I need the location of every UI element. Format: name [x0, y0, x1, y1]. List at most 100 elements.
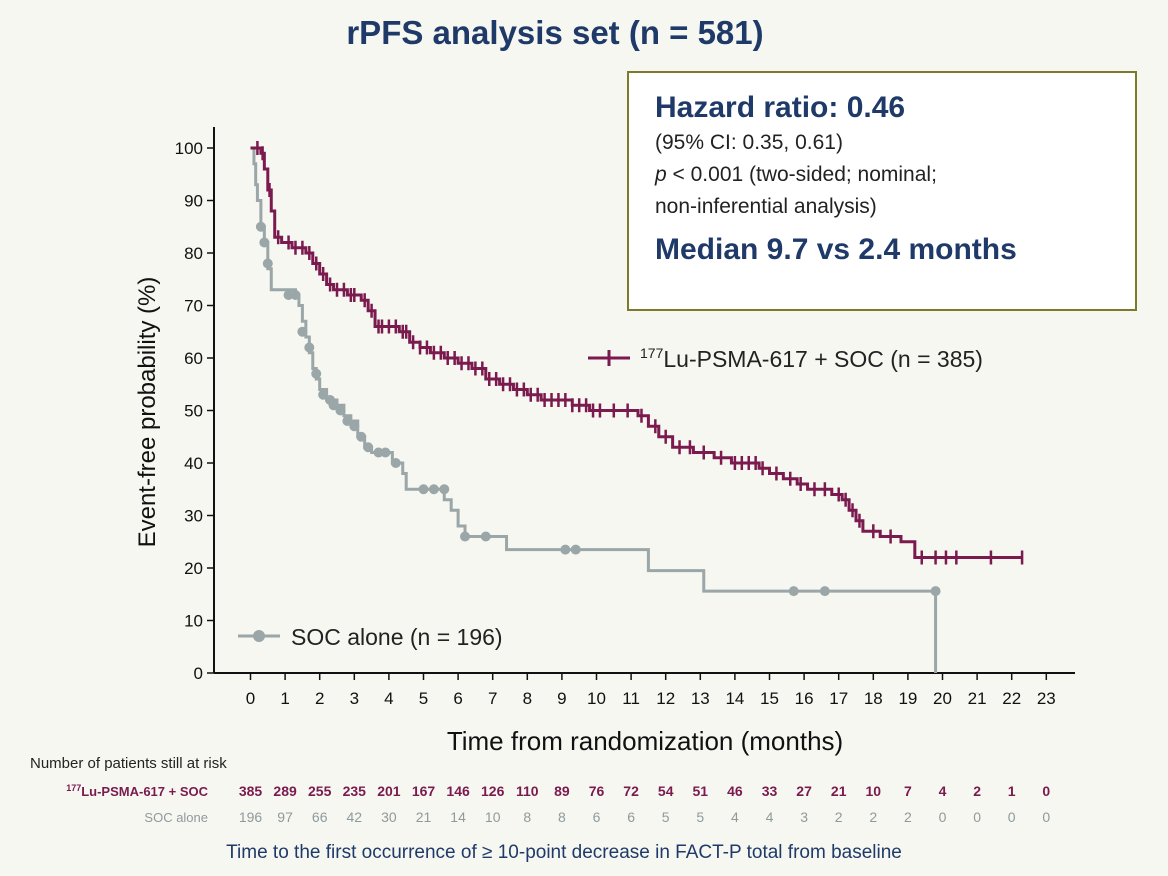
soc-censor-mark — [373, 447, 384, 458]
soc-censor-mark — [570, 544, 581, 555]
soc-censor-mark — [356, 431, 367, 442]
risk-value-lu: 46 — [727, 783, 743, 799]
soc-censor-mark — [480, 531, 491, 542]
risk-value-soc: 42 — [347, 809, 363, 825]
x-tick-label: 8 — [523, 689, 532, 708]
risk-value-lu: 110 — [516, 783, 539, 799]
x-tick-label: 11 — [622, 689, 640, 708]
soc-censor-mark — [335, 405, 346, 416]
risk-value-soc: 0 — [973, 809, 981, 825]
x-tick-label: 16 — [795, 689, 814, 708]
y-tick-label: 100 — [175, 139, 203, 158]
risk-value-lu: 167 — [412, 783, 436, 799]
footer-note: Time to the first occurrence of ≥ 10-poi… — [226, 842, 902, 863]
risk-value-lu: 126 — [481, 783, 505, 799]
confidence-interval-text: (95% CI: 0.35, 0.61) — [655, 131, 843, 154]
soc-censor-mark — [363, 442, 374, 453]
risk-value-soc: 0 — [1042, 809, 1050, 825]
y-tick-label: 90 — [184, 192, 203, 211]
y-tick-label: 10 — [184, 612, 203, 631]
y-tick-label: 30 — [184, 507, 203, 526]
risk-value-soc: 6 — [593, 809, 601, 825]
soc-censor-mark — [297, 326, 308, 337]
soc-legend-label: SOC alone (n = 196) — [291, 624, 503, 650]
risk-value-lu: 1 — [1008, 783, 1016, 799]
risk-table-heading: Number of patients still at risk — [30, 755, 227, 772]
risk-value-soc: 8 — [558, 809, 566, 825]
x-tick-label: 15 — [760, 689, 779, 708]
risk-value-soc: 6 — [627, 809, 635, 825]
soc-censor-mark — [290, 290, 301, 300]
soc-legend-marker — [253, 630, 265, 642]
p-symbol: p — [655, 163, 667, 186]
x-tick-label: 9 — [557, 689, 566, 708]
risk-row-label-text: Lu-PSMA-617 + SOC — [81, 784, 208, 799]
risk-value-soc: 14 — [450, 809, 466, 825]
lu-legend-superscript: 177 — [640, 345, 664, 361]
risk-value-soc: 3 — [800, 809, 808, 825]
soc-censor-mark — [328, 400, 339, 411]
soc-censor-mark — [318, 389, 329, 400]
soc-censor-mark — [819, 586, 830, 597]
x-tick-label: 5 — [419, 689, 428, 708]
risk-value-soc: 5 — [662, 809, 670, 825]
risk-value-lu: 54 — [658, 783, 674, 799]
risk-value-lu: 146 — [446, 783, 470, 799]
x-tick-label: 17 — [829, 689, 848, 708]
risk-value-lu: 255 — [308, 783, 332, 799]
soc-censor-mark — [311, 368, 322, 379]
soc-censor-mark — [788, 586, 799, 597]
risk-value-lu: 76 — [589, 783, 605, 799]
y-tick-label: 50 — [184, 402, 203, 421]
y-tick-label: 80 — [184, 244, 203, 263]
risk-value-soc: 196 — [239, 809, 263, 825]
x-tick-label: 1 — [280, 689, 289, 708]
soc-censor-mark — [255, 221, 266, 232]
risk-row-label-soc: SOC alone — [144, 810, 208, 825]
x-tick-label: 0 — [246, 689, 255, 708]
soc-censor-mark — [418, 484, 429, 495]
risk-value-soc: 10 — [485, 809, 501, 825]
risk-value-soc: 0 — [1008, 809, 1016, 825]
y-tick-label: 20 — [184, 559, 203, 578]
risk-value-soc: 97 — [277, 809, 293, 825]
x-tick-label: 2 — [315, 689, 324, 708]
risk-value-lu: 4 — [939, 783, 947, 799]
y-tick-label: 70 — [184, 297, 203, 316]
soc-censor-mark — [262, 258, 273, 269]
lu-km-curve — [250, 146, 1023, 559]
risk-row-label-superscript: 177 — [66, 783, 81, 793]
risk-value-soc: 30 — [381, 809, 397, 825]
soc-censor-mark — [342, 416, 353, 426]
x-tick-label: 14 — [725, 689, 744, 708]
x-tick-label: 20 — [933, 689, 952, 708]
x-tick-label: 4 — [384, 689, 393, 708]
risk-value-soc: 66 — [312, 809, 328, 825]
p-value-text: p < 0.001 (two-sided; nominal; — [655, 159, 1135, 191]
x-tick-label: 7 — [488, 689, 497, 708]
median-text: Median 9.7 vs 2.4 months — [655, 233, 1017, 266]
x-tick-label: 23 — [1037, 689, 1056, 708]
x-tick-label: 12 — [656, 689, 675, 708]
risk-value-lu: 201 — [377, 783, 401, 799]
risk-value-lu: 7 — [904, 783, 912, 799]
risk-value-lu: 385 — [239, 783, 263, 799]
x-tick-label: 21 — [968, 689, 987, 708]
soc-censor-mark — [560, 544, 571, 555]
risk-value-lu: 0 — [1042, 783, 1050, 799]
risk-value-lu: 33 — [762, 783, 778, 799]
risk-value-lu: 21 — [831, 783, 847, 799]
x-tick-label: 19 — [898, 689, 917, 708]
risk-value-soc: 5 — [696, 809, 704, 825]
soc-censor-mark — [380, 447, 391, 458]
x-tick-label: 3 — [350, 689, 359, 708]
x-tick-label: 18 — [864, 689, 883, 708]
risk-value-soc: 21 — [416, 809, 432, 825]
risk-value-lu: 289 — [273, 783, 297, 799]
analysis-note-text: non-inferential analysis) — [655, 195, 877, 218]
soc-censor-mark — [390, 458, 401, 468]
risk-value-lu: 72 — [623, 783, 639, 799]
soc-censor-mark — [460, 531, 471, 542]
soc-censor-mark — [930, 586, 941, 597]
